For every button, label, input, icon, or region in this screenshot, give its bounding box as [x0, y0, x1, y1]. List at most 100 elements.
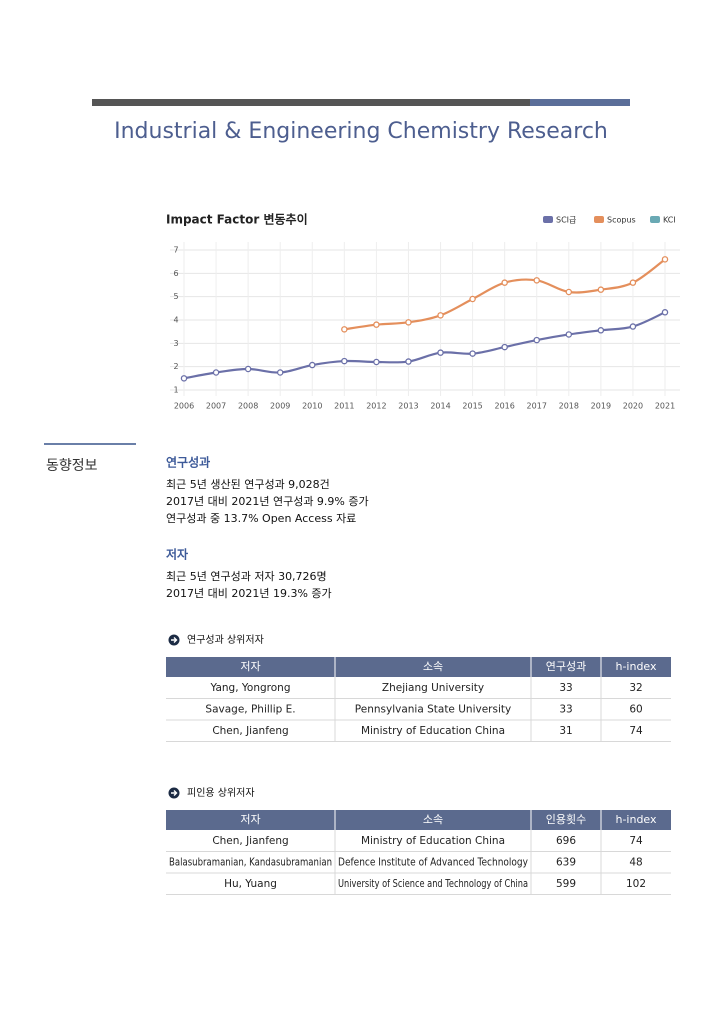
- y-tick-label: 6: [173, 269, 178, 278]
- section-line: 2017년 대비 2021년 연구성과 9.9% 증가: [166, 495, 369, 508]
- data-point: [244, 365, 252, 373]
- table-cell: 696: [556, 835, 576, 847]
- section-line: 연구성과 중 13.7% Open Access 자료: [166, 512, 356, 525]
- x-tick-label: 2011: [334, 402, 354, 411]
- y-tick-label: 1: [173, 386, 178, 395]
- table-cell: 74: [629, 835, 643, 847]
- table-cell: Defence Institute of Advanced Technology: [338, 857, 528, 869]
- table-cell: 599: [556, 878, 576, 890]
- table-heading: 연구성과 상위저자: [187, 633, 264, 646]
- table-header-cell: h-index: [615, 813, 657, 826]
- data-point: [405, 319, 412, 326]
- table-header-cell: 연구성과: [546, 660, 586, 673]
- legend-swatch: [650, 216, 660, 223]
- data-point: [309, 361, 316, 369]
- legend-label: KCI: [663, 216, 676, 225]
- table-cell: 48: [629, 857, 642, 869]
- table-header-cell: 소속: [423, 813, 443, 826]
- arrow-icon-glyph: [171, 637, 178, 643]
- y-tick-label: 7: [173, 246, 178, 255]
- x-tick-label: 2008: [238, 402, 258, 411]
- x-tick-label: 2021: [655, 402, 675, 411]
- side-rule: [44, 443, 136, 445]
- table-cell: Yang, Yongrong: [210, 682, 291, 694]
- page-title: Industrial & Engineering Chemistry Resea…: [114, 119, 608, 144]
- table-header-cell: 인용횟수: [546, 813, 586, 826]
- data-point: [341, 357, 348, 365]
- table-cell: Savage, Phillip E.: [205, 704, 295, 716]
- header-bar: [92, 99, 532, 106]
- data-point: [629, 323, 637, 330]
- table-header-bg: [166, 657, 671, 677]
- data-point: [661, 309, 669, 316]
- table-cell: 639: [556, 857, 576, 869]
- arrow-icon-glyph: [171, 790, 178, 796]
- table-cell: 32: [629, 682, 642, 694]
- table-cell: Chen, Jianfeng: [212, 835, 288, 847]
- table-cell: 33: [559, 682, 572, 694]
- section-line: 2017년 대비 2021년 19.3% 증가: [166, 587, 332, 600]
- table-header-cell: 저자: [240, 813, 260, 826]
- section-heading: 연구성과: [166, 455, 210, 470]
- data-point: [180, 375, 188, 382]
- table-cell: Ministry of Education China: [361, 725, 505, 737]
- x-tick-label: 2017: [527, 402, 547, 411]
- x-tick-label: 2015: [462, 402, 482, 411]
- x-tick-label: 2019: [591, 402, 611, 411]
- x-tick-label: 2016: [494, 402, 514, 411]
- data-point: [469, 350, 476, 357]
- table-cell: Hu, Yuang: [224, 878, 277, 890]
- legend-swatch: [543, 216, 553, 223]
- table-cell: University of Science and Technology of …: [338, 878, 528, 890]
- data-point: [597, 327, 605, 334]
- data-point: [565, 331, 573, 338]
- table-cell: Chen, Jianfeng: [212, 725, 288, 737]
- section-heading: 저자: [166, 547, 188, 562]
- table-header-bg: [166, 810, 671, 830]
- y-tick-label: 5: [173, 292, 178, 301]
- header-bar-accent: [530, 99, 630, 106]
- x-tick-label: 2018: [559, 402, 579, 411]
- legend-label: Scopus: [607, 216, 636, 225]
- x-tick-label: 2010: [302, 402, 322, 411]
- chart-title: Impact Factor 변동추이: [166, 212, 308, 227]
- y-tick-label: 3: [173, 339, 178, 348]
- data-point: [373, 321, 380, 328]
- data-point: [501, 343, 508, 351]
- legend-label: SCI급: [556, 216, 576, 225]
- data-point: [565, 288, 573, 296]
- data-point: [405, 358, 412, 365]
- y-tick-label: 2: [173, 362, 178, 371]
- x-tick-label: 2014: [430, 402, 450, 411]
- x-tick-label: 2009: [270, 402, 290, 411]
- table-cell: 74: [629, 725, 643, 737]
- data-point: [212, 369, 220, 376]
- table-cell: Ministry of Education China: [361, 835, 505, 847]
- series-line: [183, 311, 666, 380]
- table-cell: 33: [559, 704, 572, 716]
- data-point: [469, 295, 476, 303]
- data-point: [437, 312, 444, 319]
- data-point: [341, 326, 348, 333]
- x-tick-label: 2012: [366, 402, 386, 411]
- data-point: [373, 358, 380, 366]
- x-tick-label: 2013: [398, 402, 418, 411]
- x-tick-label: 2006: [174, 402, 194, 411]
- x-tick-label: 2007: [206, 402, 226, 411]
- table-cell: 31: [559, 725, 572, 737]
- data-point: [276, 369, 284, 376]
- table-header-cell: 소속: [423, 660, 443, 673]
- table-heading: 피인용 상위저자: [187, 786, 255, 799]
- data-point: [437, 349, 444, 356]
- data-point: [533, 277, 540, 284]
- y-tick-label: 4: [173, 316, 178, 325]
- table-cell: 102: [626, 878, 646, 890]
- table-cell: 60: [629, 704, 642, 716]
- data-point: [629, 279, 637, 286]
- data-point: [597, 286, 605, 293]
- table-header-cell: h-index: [615, 660, 657, 673]
- data-point: [661, 256, 669, 263]
- table-cell: Pennsylvania State University: [355, 704, 511, 716]
- data-point: [533, 336, 540, 344]
- x-tick-label: 2020: [623, 402, 643, 411]
